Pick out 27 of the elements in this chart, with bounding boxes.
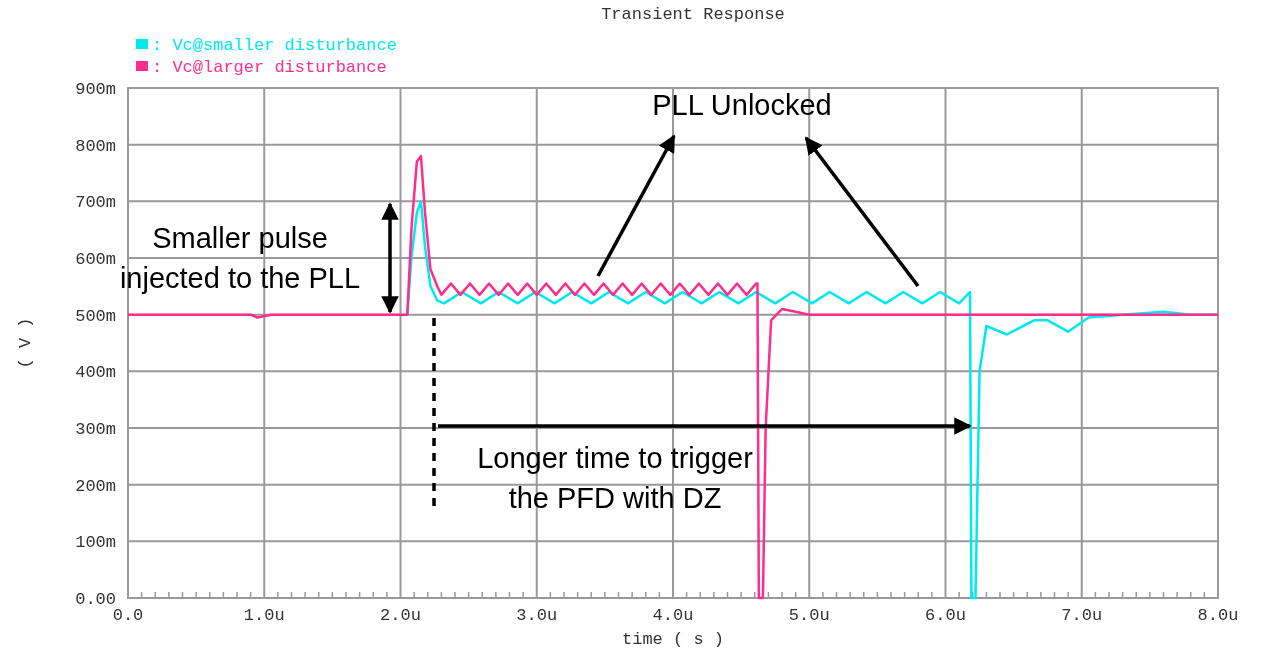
y-axis-title: ( V )	[16, 317, 35, 369]
y-tick-label: 500m	[75, 306, 116, 326]
legend-label: : Vc@smaller disturbance	[152, 36, 397, 55]
y-tick-label: 700m	[75, 193, 116, 213]
annotation: Smaller pulse injected to the PLL	[119, 222, 361, 294]
x-tick-label: 2.0u	[380, 606, 421, 625]
y-tick-label: 0.00	[75, 590, 116, 609]
y-tick-label: 200m	[75, 476, 116, 496]
x-tick-label: 7.0u	[1061, 606, 1103, 625]
y-tick-label: 600m	[75, 250, 116, 269]
x-tick-label: 3.0u	[516, 606, 558, 625]
chart-title: Transient Response	[601, 5, 785, 24]
x-tick-label: 0.0	[112, 606, 144, 625]
x-tick-label: 4.0u	[652, 606, 694, 625]
x-tick-label: 8.0u	[1197, 606, 1239, 625]
y-tick-label: 400m	[75, 363, 116, 383]
x-tick-label: 1.0u	[243, 606, 285, 625]
x-axis-title: time ( s )	[621, 630, 725, 649]
y-tick-label: 100m	[75, 533, 116, 553]
y-tick-label: 800m	[75, 136, 116, 156]
y-tick-label: 300m	[75, 420, 116, 439]
annotation: PLL Unlocked	[652, 89, 832, 121]
legend-label: : Vc@larger disturbance	[152, 58, 387, 77]
y-tick-label: 900m	[75, 80, 116, 99]
x-tick-label: 5.0u	[788, 606, 830, 625]
annotation: Longer time to trigger the PFD with DZ	[477, 442, 754, 514]
x-tick-label: 6.0u	[925, 606, 966, 625]
